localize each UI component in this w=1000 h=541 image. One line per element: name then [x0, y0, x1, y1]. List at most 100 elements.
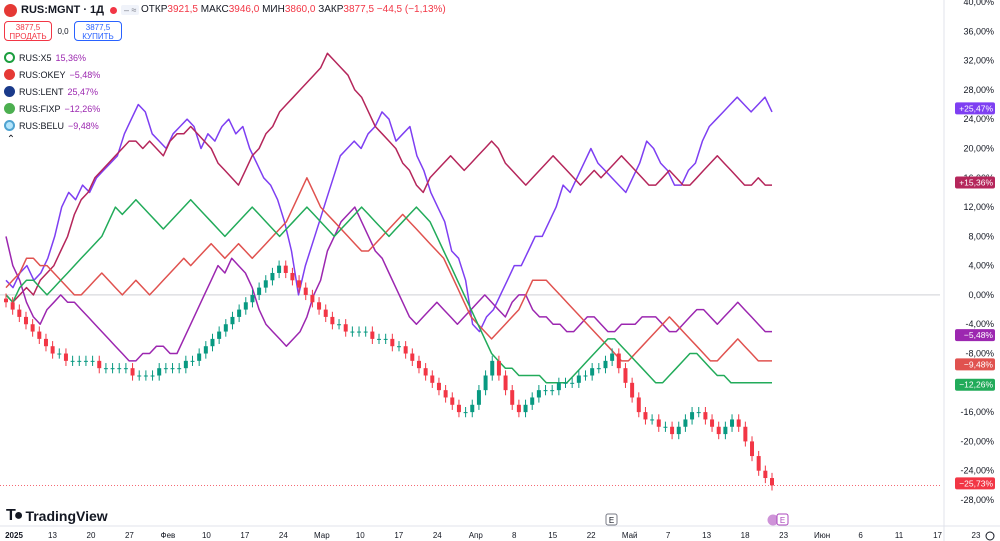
series-line-rus-x5 — [5, 52, 772, 304]
candle-body — [403, 346, 408, 354]
y-tick-label: -28,00% — [960, 495, 994, 505]
x-tick-label: 17 — [394, 531, 403, 540]
candle-body — [410, 353, 415, 361]
candle-body — [4, 298, 8, 303]
candle-body — [130, 368, 135, 376]
okey-logo-icon — [4, 69, 15, 80]
candle-body — [343, 324, 348, 332]
legend-value: 15,36% — [55, 52, 87, 63]
y-tick-label: 28,00% — [963, 85, 994, 95]
candle-body — [723, 426, 728, 435]
sell-price: 3877,5 — [15, 23, 41, 32]
y-tick-label: -16,00% — [960, 407, 994, 417]
open-label: ОТКР — [141, 4, 168, 15]
collapse-legend-icon[interactable]: ⌃ — [6, 134, 16, 145]
close-label: ЗАКР — [318, 4, 344, 15]
candle-body — [576, 375, 581, 383]
last-value-label-bg — [955, 102, 995, 115]
series-line-rus-okey — [5, 206, 772, 362]
candle-body — [277, 265, 282, 273]
trade-panel: 3877,5 ПРОДАТЬ 0,0 3877,5 КУПИТЬ — [4, 21, 122, 41]
x-tick-label: 23 — [972, 531, 981, 540]
legend-name: RUS:X5 — [19, 52, 52, 63]
high-label: МАКС — [200, 4, 229, 15]
change-value: −44,5 (−1,13%) — [376, 4, 446, 15]
candle-body — [683, 419, 688, 427]
x-tick-label: Мар — [314, 531, 330, 540]
candle-body — [103, 368, 108, 370]
candle-body — [17, 309, 22, 317]
settings-gear-icon — [985, 531, 995, 541]
candle-body — [676, 426, 681, 435]
candle-body — [543, 390, 548, 392]
series-line-rus-fixp — [5, 198, 772, 384]
candle-body — [303, 287, 308, 295]
x-tick-label: 24 — [433, 531, 442, 540]
y-tick-label: -4,00% — [965, 319, 994, 329]
y-tick-label: 4,00% — [968, 261, 994, 271]
last-value-label: −5,48% — [964, 330, 994, 340]
x-tick-label: 10 — [202, 531, 211, 540]
tradingview-mark-icon: T● — [6, 507, 23, 524]
candle-body — [636, 397, 641, 413]
candle-body — [223, 324, 228, 332]
candle-body — [170, 368, 175, 370]
magnit-logo-icon — [4, 3, 17, 17]
last-value-label: −25,73% — [959, 478, 993, 488]
earnings-event-glyph: E — [609, 516, 614, 525]
candle-body — [250, 294, 255, 303]
candle-body — [623, 368, 628, 383]
candle-body — [710, 419, 715, 427]
candle-body — [157, 368, 162, 376]
buy-label: КУПИТЬ — [82, 32, 114, 41]
chart-style-controls[interactable]: – ≈ — [121, 5, 140, 15]
candle-body — [43, 338, 48, 347]
candle-body — [370, 331, 375, 339]
x-tick-label: 22 — [587, 531, 596, 540]
candle-body — [83, 360, 88, 362]
candle-body — [263, 280, 268, 288]
sell-label: ПРОДАТЬ — [9, 32, 47, 41]
logo-text: TradingView — [25, 508, 108, 524]
y-tick-label: 36,00% — [963, 26, 994, 36]
legend-item-x5[interactable]: RUS:X5 15,36% — [4, 49, 100, 66]
candle-body — [730, 419, 735, 427]
candle-body — [603, 360, 608, 369]
candle-body — [150, 375, 155, 377]
candle-body — [736, 419, 741, 427]
candle-body — [317, 302, 322, 310]
candle-body — [197, 353, 202, 361]
candle-body — [70, 360, 75, 362]
legend-item-belu[interactable]: RUS:BELU −9,48% — [4, 117, 100, 134]
candle-body — [57, 353, 62, 355]
candle-body — [563, 382, 568, 384]
legend-item-fixp[interactable]: RUS:FIXP −12,26% — [4, 100, 100, 117]
x-tick-label: 13 — [702, 531, 711, 540]
x-tick-label: 13 — [48, 531, 57, 540]
low-label: МИН — [262, 4, 285, 15]
fixprice-logo-icon — [4, 103, 15, 114]
candle-body — [670, 426, 675, 435]
candle-body — [570, 382, 575, 384]
buy-button[interactable]: 3877,5 КУПИТЬ — [74, 21, 122, 41]
candle-body — [283, 265, 288, 273]
candle-body — [616, 353, 621, 369]
candle-body — [377, 338, 382, 340]
x-tick-label: 8 — [512, 531, 517, 540]
legend-item-okey[interactable]: RUS:OKEY −5,48% — [4, 66, 100, 83]
sell-button[interactable]: 3877,5 ПРОДАТЬ — [4, 21, 52, 41]
last-value-label: −9,48% — [964, 359, 994, 369]
tradingview-logo[interactable]: T● TradingView — [6, 507, 108, 525]
candle-body — [523, 404, 528, 413]
legend-item-lent[interactable]: RUS:LENT 25,47% — [4, 83, 100, 100]
candle-body — [217, 331, 222, 339]
legend-name: RUS:BELU — [19, 120, 65, 131]
candle-body — [530, 397, 535, 405]
x-tick-label: 2025 — [5, 531, 23, 540]
candle-body — [110, 368, 115, 370]
candle-body — [350, 331, 355, 333]
candle-body — [703, 412, 708, 420]
last-value-label-bg — [955, 329, 995, 342]
symbol-title[interactable]: RUS:MGNT · 1Д — [21, 4, 104, 16]
